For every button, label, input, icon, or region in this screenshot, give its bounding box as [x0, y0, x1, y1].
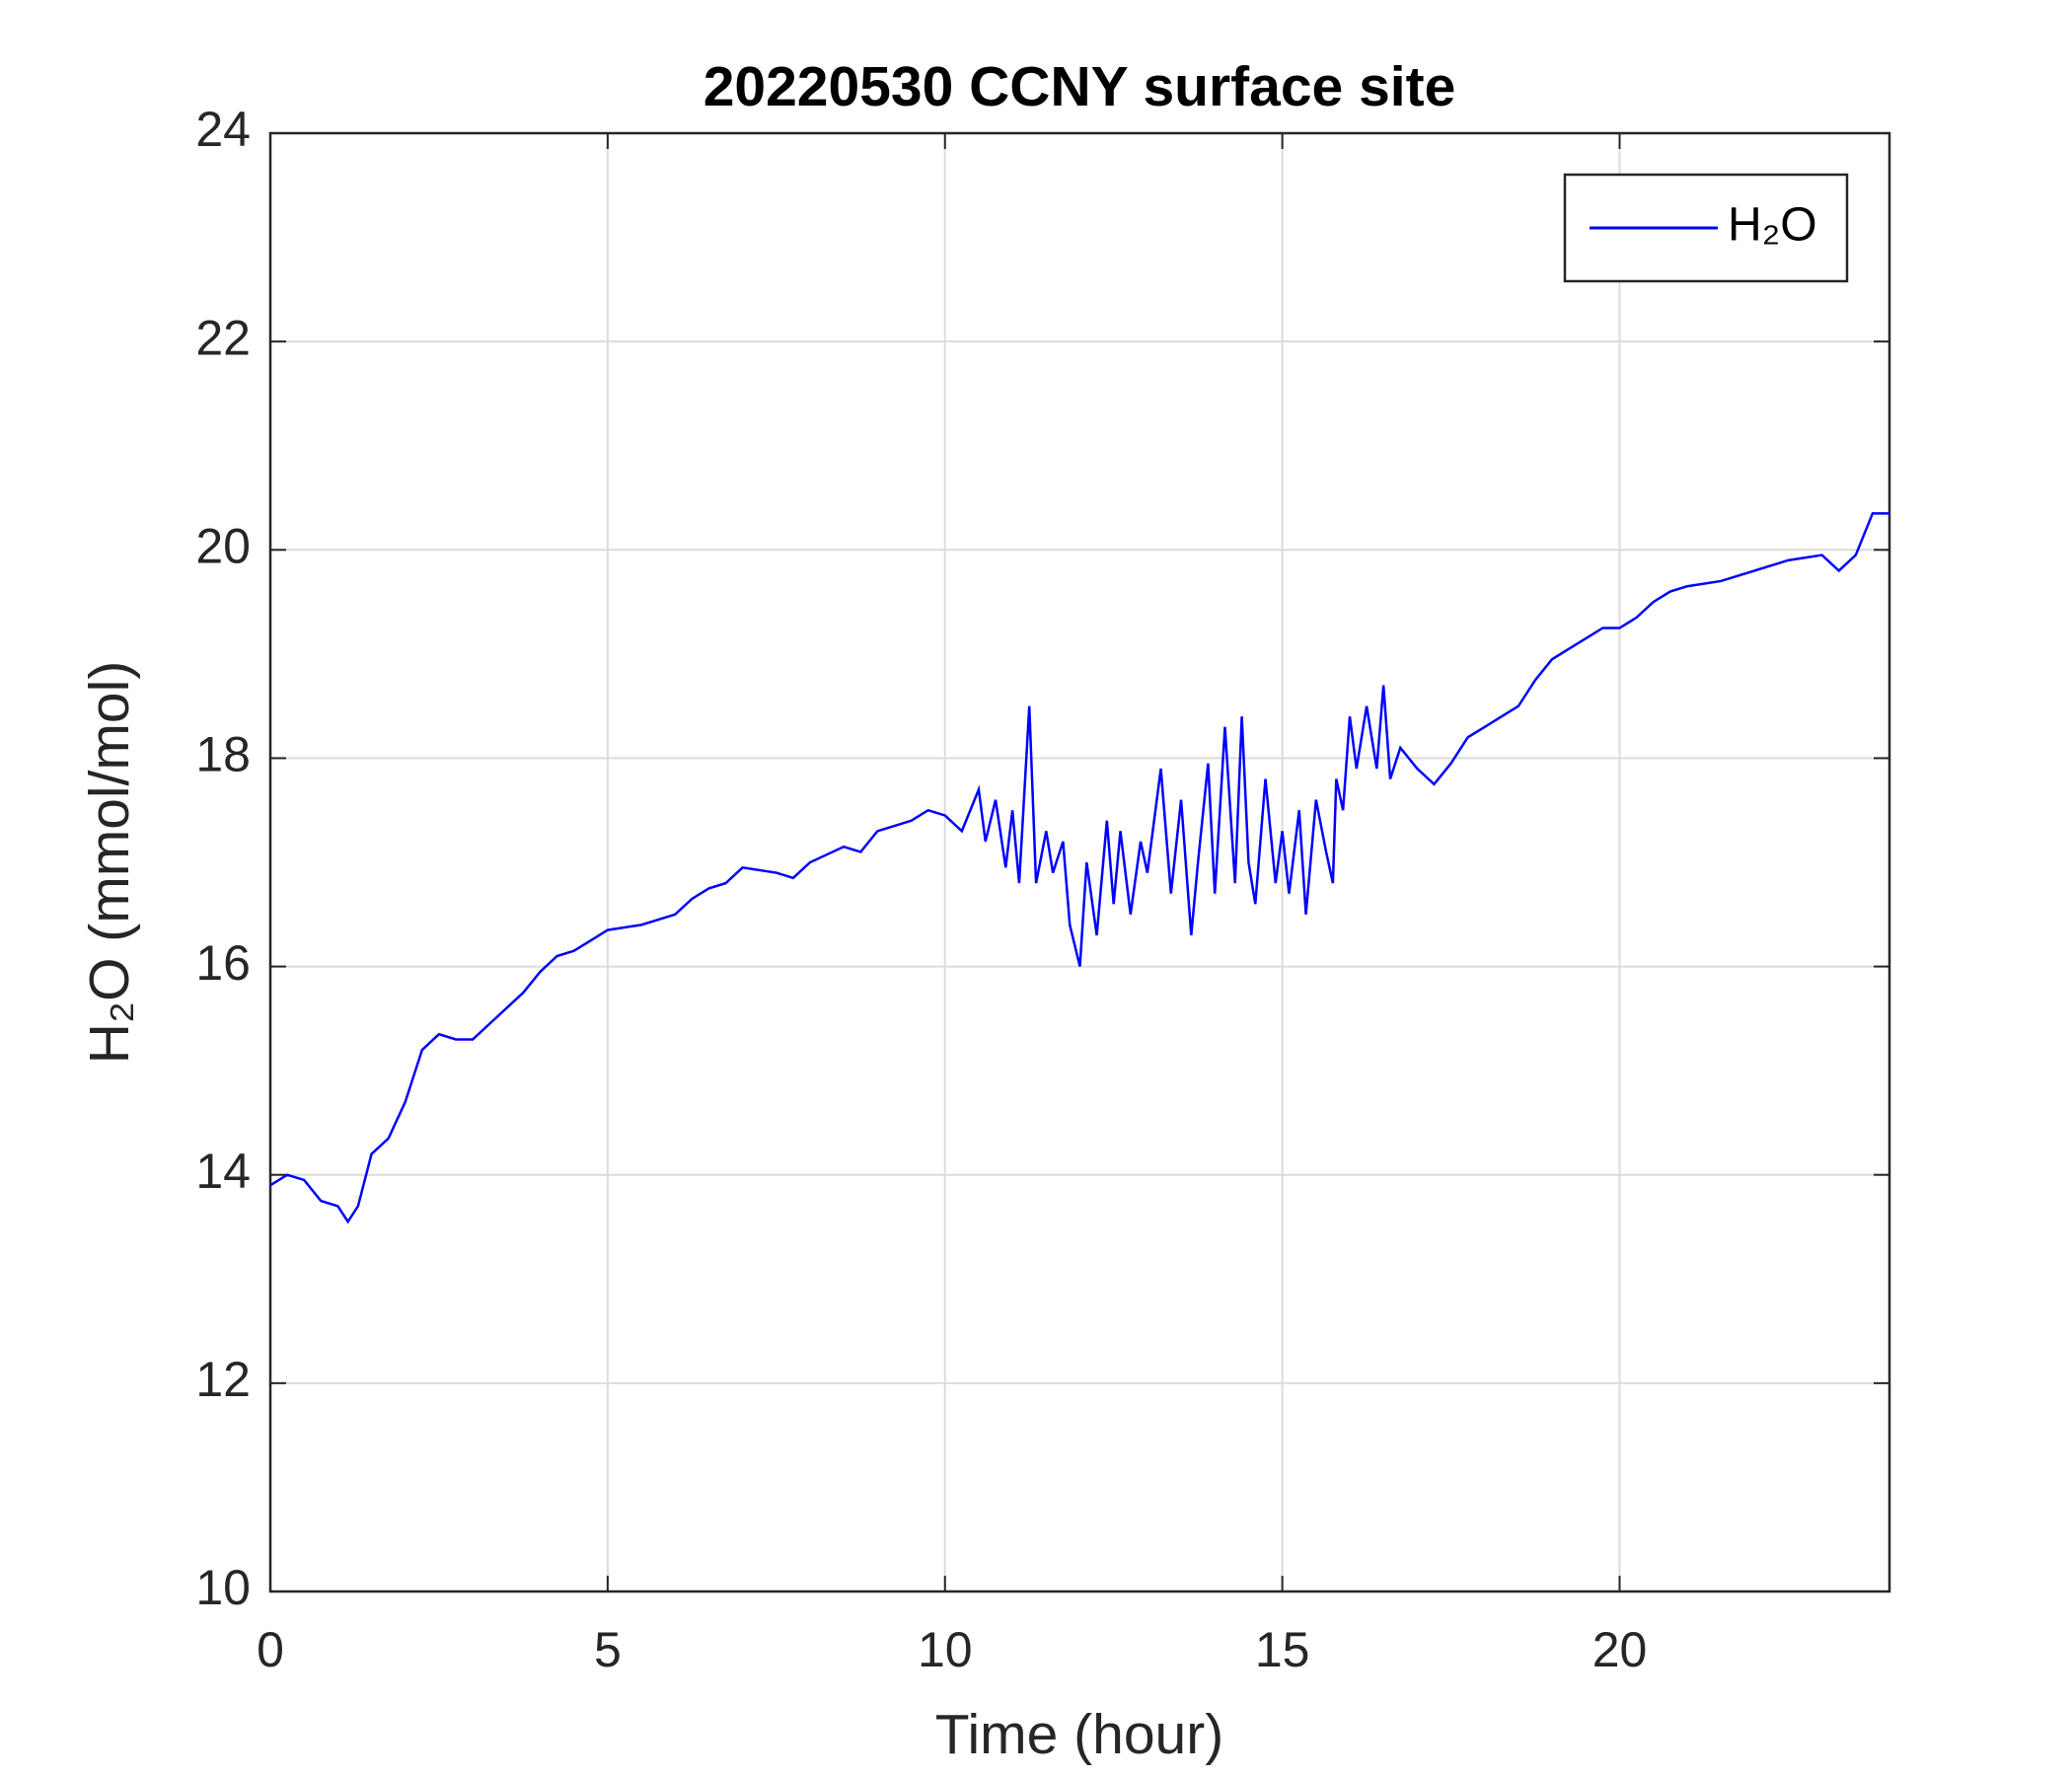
chart-title: 20220530 CCNY surface site	[703, 55, 1456, 118]
x-tick-label: 0	[257, 1622, 284, 1677]
y-tick-label: 24	[195, 102, 251, 157]
y-tick-label: 22	[195, 310, 251, 365]
y-tick-label: 14	[195, 1144, 251, 1199]
y-tick-label: 20	[195, 518, 251, 573]
x-tick-label: 10	[918, 1622, 973, 1677]
y-tick-label: 16	[195, 935, 251, 991]
y-tick-label: 18	[195, 727, 251, 782]
y-tick-label: 10	[195, 1560, 251, 1615]
y-axis-label: H₂O (mmol/mol)	[78, 661, 141, 1064]
x-tick-label: 15	[1255, 1622, 1310, 1677]
x-tick-label: 20	[1592, 1622, 1648, 1677]
legend-label: H₂O	[1728, 199, 1817, 252]
data-line	[269, 512, 1889, 1224]
y-tick-label: 12	[195, 1352, 251, 1407]
plot-frame	[268, 131, 1891, 1593]
x-axis-label: Time (hour)	[935, 1703, 1223, 1766]
x-tick-label: 5	[594, 1622, 622, 1677]
